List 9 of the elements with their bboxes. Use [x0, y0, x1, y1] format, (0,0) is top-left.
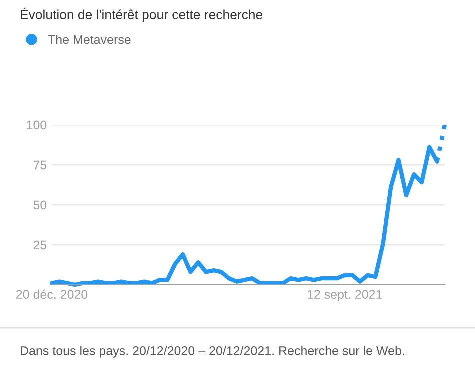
x-tick-label: 20 déc. 2020	[16, 290, 88, 300]
y-tick-label: 100	[27, 120, 47, 130]
y-tick-label: 75	[34, 160, 47, 170]
x-tick-label: 12 sept. 2021	[308, 290, 382, 302]
chart-title: Évolution de l'intérêt pour cette recherche	[21, 8, 263, 22]
legend-label: The Metaverse	[48, 35, 131, 44]
text: Dans tous les pays. 20/12/2020 – 20/12/2021. Recherche sur le Web.	[21, 346, 404, 358]
y-tick-label: 25	[34, 240, 47, 250]
y-tick-label: 50	[34, 200, 47, 210]
